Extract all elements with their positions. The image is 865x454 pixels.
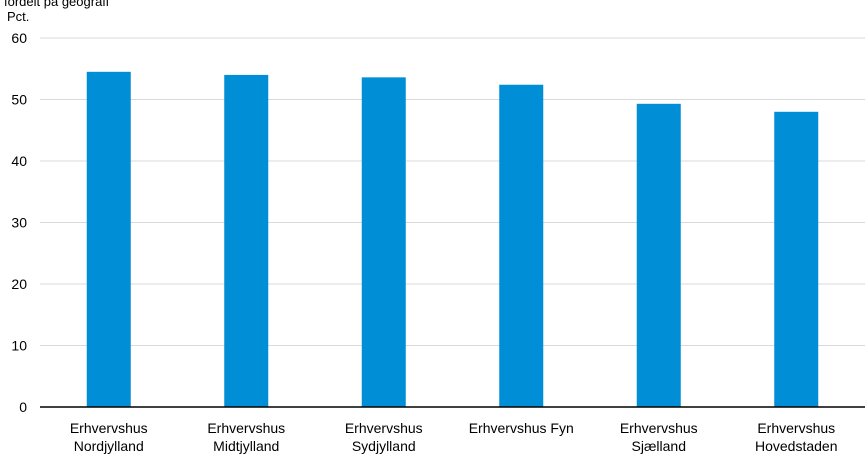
bar (224, 74, 269, 408)
x-tick-label-line: Midtjylland (213, 438, 279, 454)
x-tick-label-line: Nordjylland (74, 438, 144, 454)
y-axis-label: Pct. (7, 9, 29, 24)
y-tick-label: 50 (11, 92, 27, 108)
y-tick-label: 40 (11, 153, 27, 169)
x-tick-label: Erhvervshus Hovedstaden (755, 420, 838, 454)
y-tick-label: 60 (11, 30, 27, 46)
x-tick-label-line: Erhvervshus (620, 420, 698, 436)
x-tick-label-line: Erhvervshus (207, 420, 285, 436)
bar (86, 71, 131, 407)
x-tick-label: Erhvervshus Sjælland (620, 420, 698, 454)
x-tick-label-line: Hovedstaden (755, 438, 838, 454)
x-tick-label-line: Erhvervshus (757, 420, 835, 436)
x-tick-label: Erhvervshus Sydjylland (345, 420, 423, 454)
x-tick-label-line: Erhvervshus (70, 420, 148, 436)
x-tick-label-line: Erhvervshus Fyn (469, 420, 574, 436)
y-tick-label: 0 (19, 399, 27, 415)
x-tick-label-line: Erhvervshus (345, 420, 423, 436)
bar (774, 111, 819, 408)
y-tick-label: 10 (11, 338, 27, 354)
y-axis-ticks: 0 10 20 30 40 50 60 (11, 30, 27, 415)
y-tick-label: 20 (11, 276, 27, 292)
x-tick-label: Erhvervshus Nordjylland (70, 420, 148, 454)
gridlines (40, 37, 865, 346)
y-tick-label: 30 (11, 215, 27, 231)
x-tick-label: Erhvervshus Fyn (469, 420, 574, 436)
chart-title: fordelt på geografi (4, 0, 109, 9)
bars (86, 71, 819, 408)
bar (361, 77, 406, 408)
bar (636, 103, 681, 408)
x-tick-label-line: Sjælland (632, 438, 686, 454)
x-tick-label: Erhvervshus Midtjylland (207, 420, 285, 454)
x-tick-label-line: Sydjylland (352, 438, 416, 454)
x-axis-labels: Erhvervshus Nordjylland Erhvervshus Midtjyl… (70, 420, 838, 454)
bar (499, 84, 544, 408)
